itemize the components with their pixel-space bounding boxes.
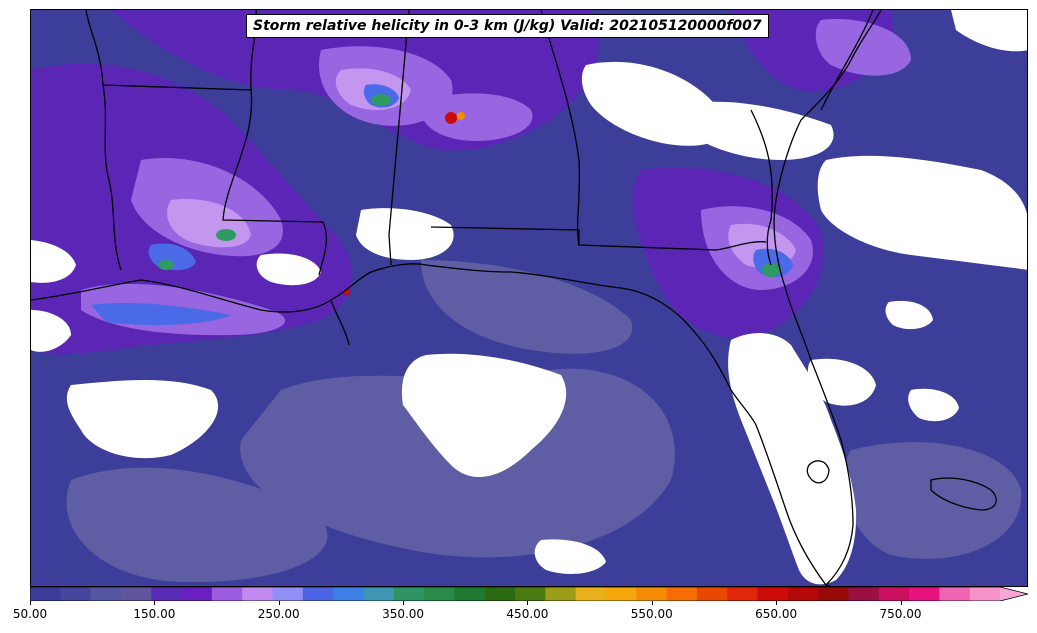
colorbar: [30, 587, 1029, 601]
colorbar-tick-label: 750.00: [879, 607, 922, 621]
no-data-region: [817, 155, 1027, 270]
lake-okeechobee: [806, 460, 830, 484]
colorbar-tick-label: 650.00: [755, 607, 798, 621]
helicity-core-green: [371, 94, 391, 106]
colorbar-tick-label: 50.00: [12, 607, 48, 621]
colorbar-tick-label: 350.00: [382, 607, 425, 621]
colorbar-tick-label: 550.00: [630, 607, 673, 621]
helicity-map: [31, 10, 1027, 586]
colorbar-segment: [666, 587, 698, 601]
colorbar-tick-mark: [154, 601, 156, 605]
colorbar-segment: [575, 587, 607, 601]
colorbar-segment: [818, 587, 849, 601]
helicity-core-orange: [457, 112, 465, 120]
colorbar-tick-label: 250.00: [257, 607, 300, 621]
colorbar-segment: [605, 587, 637, 601]
colorbar-extend-arrow: [1000, 587, 1028, 601]
colorbar-tick-mark: [527, 601, 529, 605]
state-border: [820, 10, 874, 111]
colorbar-segment: [848, 587, 880, 601]
no-data-region: [31, 310, 71, 352]
florida-land-no-data: [728, 333, 857, 585]
colorbar-tick-mark: [278, 601, 280, 605]
state-border: [540, 10, 581, 246]
colorbar-segment: [636, 587, 668, 601]
colorbar-segment: [484, 587, 516, 601]
no-data-region: [681, 101, 834, 160]
no-data-region: [356, 208, 454, 260]
colorbar-segment: [181, 587, 213, 601]
colorbar-tick-mark: [30, 601, 31, 605]
state-border: [750, 109, 773, 266]
colorbar-tick-mark: [403, 601, 405, 605]
colorbar-segment: [454, 587, 486, 601]
colorbar-segment: [120, 587, 152, 601]
map-title: Storm relative helicity in 0-3 km (J/kg)…: [246, 14, 769, 38]
colorbar-segment: [909, 587, 940, 601]
colorbar-segment: [333, 587, 364, 601]
colorbar-segment: [727, 587, 758, 601]
colorbar-tick-mark: [651, 601, 653, 605]
colorbar-segment: [60, 587, 92, 601]
state-border: [102, 84, 122, 271]
colorbar-segment: [302, 587, 334, 601]
no-data-region: [534, 539, 606, 574]
colorbar-segment: [393, 587, 425, 601]
helicity-core-red: [445, 112, 457, 124]
colorbar-tick-label: 150.00: [133, 607, 176, 621]
coastline: [31, 263, 832, 586]
coastline-and-borders: [31, 10, 997, 586]
helicity-field-blue: [91, 303, 231, 326]
colorbar-segment: [878, 587, 910, 601]
colorbar-segment: [939, 587, 971, 601]
helicity-core-green: [762, 263, 780, 277]
coastline: [330, 299, 350, 346]
helicity-field-pale: [66, 467, 328, 583]
state-border: [430, 226, 767, 251]
helicity-field-lavender: [815, 19, 911, 76]
colorbar-segment: [151, 587, 183, 601]
colorbar-segment: [242, 587, 273, 601]
no-data-region: [885, 300, 933, 330]
state-border: [85, 10, 327, 276]
colorbar-tick-mark: [776, 601, 778, 605]
colorbar-segment: [90, 587, 122, 601]
no-data-region: [401, 353, 567, 477]
helicity-core-green: [158, 260, 174, 270]
colorbar-tick-mark: [900, 601, 902, 605]
bahamas-coast: [930, 477, 997, 511]
map-panel: [30, 9, 1028, 587]
colorbar-segment: [211, 587, 243, 601]
colorbar-segment: [424, 587, 455, 601]
no-data-region: [908, 388, 959, 422]
no-data-region: [951, 10, 1027, 52]
colorbar-segment: [363, 587, 395, 601]
colorbar-segment: [757, 587, 789, 601]
helicity-field-pale: [843, 442, 1022, 559]
colorbar-segment: [515, 587, 546, 601]
no-data-region: [31, 240, 76, 283]
helicity-field-lavender: [420, 93, 533, 141]
no-data-region: [256, 253, 321, 286]
colorbar-segment: [30, 587, 61, 601]
helicity-field-pale: [421, 260, 633, 354]
colorbar-segment: [787, 587, 819, 601]
colorbar-segment: [272, 587, 304, 601]
helicity-core-green: [216, 229, 236, 241]
state-border: [388, 10, 410, 266]
colorbar-segment: [969, 587, 1001, 601]
colorbar-segment: [696, 587, 728, 601]
colorbar-outline: [30, 587, 1029, 601]
no-data-region: [66, 380, 219, 459]
colorbar-tick-label: 450.00: [506, 607, 549, 621]
coastline: [773, 10, 882, 586]
colorbar-segment: [545, 587, 577, 601]
